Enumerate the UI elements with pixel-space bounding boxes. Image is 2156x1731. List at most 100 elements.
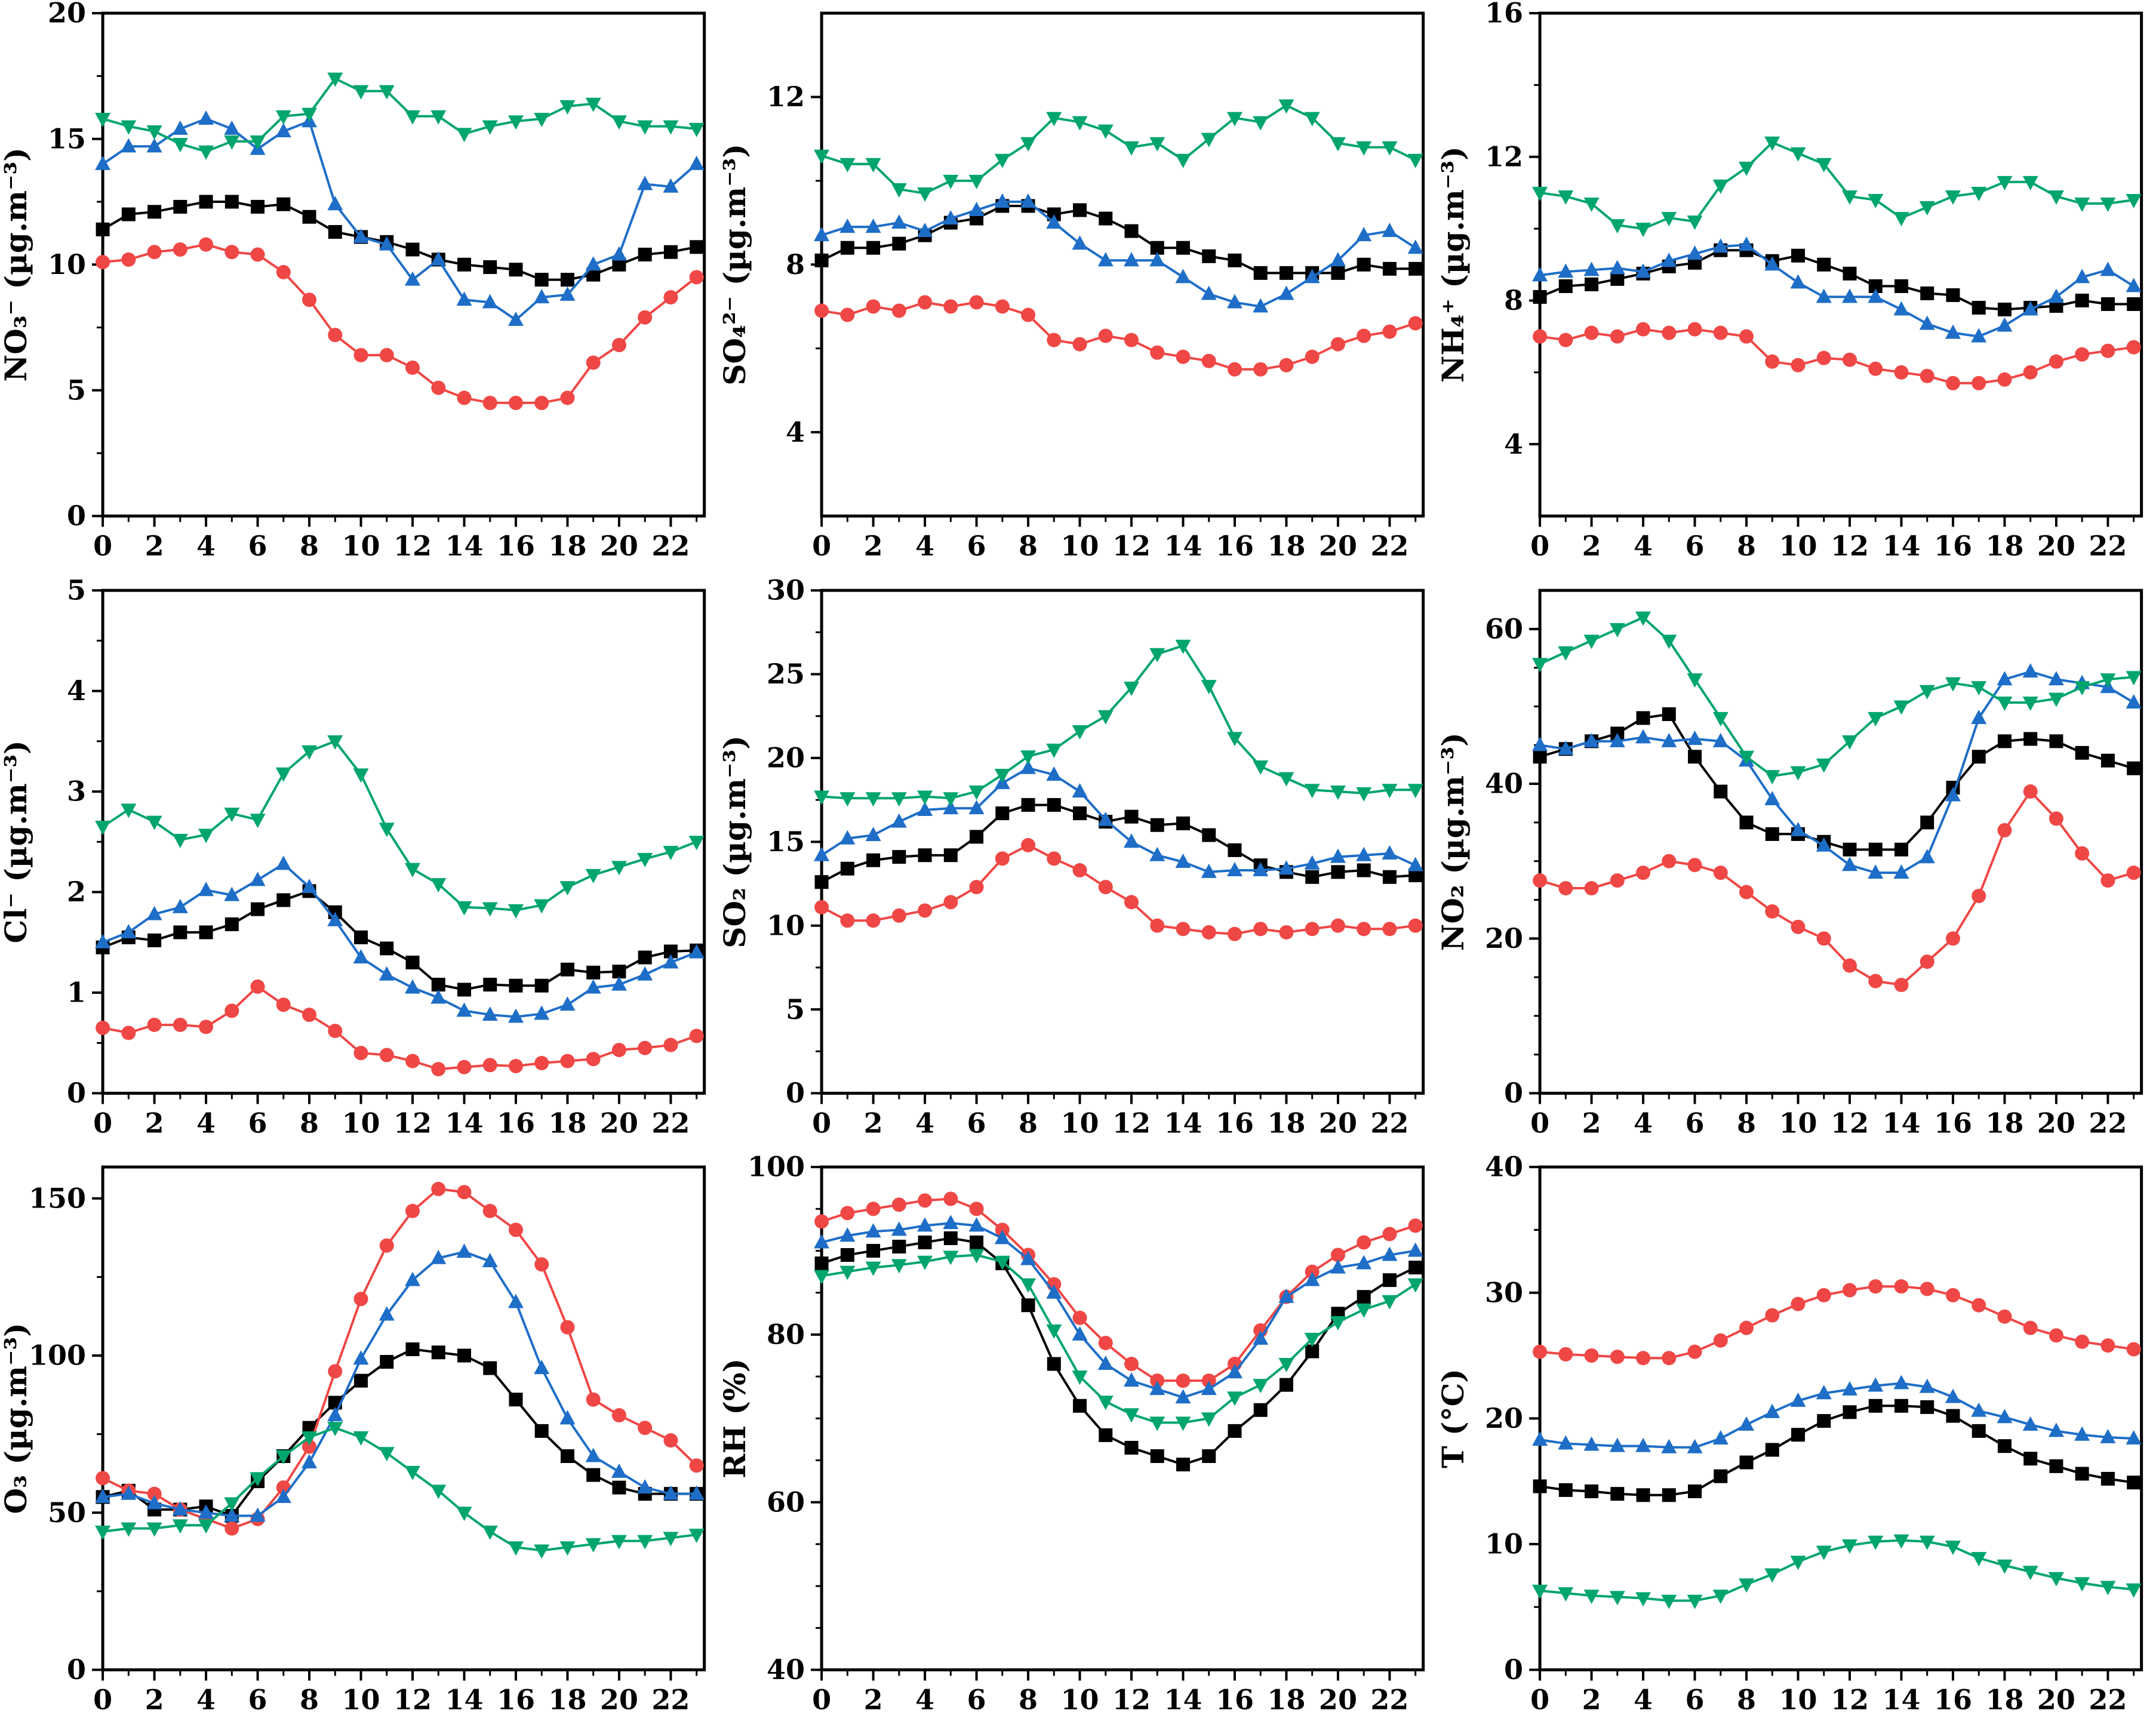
marker-triangle-down — [1790, 147, 1806, 162]
marker-triangle-up — [968, 799, 985, 814]
series-line-green-triangle-down — [821, 644, 1416, 799]
x-tick-label: 2 — [1582, 530, 1601, 562]
marker-triangle-up — [2126, 1430, 2142, 1445]
marker-square — [1021, 1298, 1035, 1313]
x-tick-label: 12 — [1112, 1684, 1151, 1716]
marker-circle — [1636, 1351, 1651, 1366]
marker-triangle-up — [839, 218, 856, 233]
x-tick-label: 2 — [145, 1684, 164, 1716]
marker-triangle-down — [456, 901, 472, 916]
marker-square — [1894, 842, 1909, 857]
marker-square — [2023, 1452, 2038, 1466]
series-line-black-square — [102, 201, 697, 281]
marker-square — [1021, 797, 1035, 812]
marker-triangle-down — [121, 803, 137, 818]
x-tick-label: 18 — [1986, 530, 2024, 562]
marker-circle — [302, 292, 317, 307]
marker-square — [509, 263, 523, 277]
marker-triangle-down — [1739, 1578, 1755, 1593]
series-line-red-circle — [820, 843, 1416, 935]
marker-triangle-down — [1382, 141, 1398, 156]
chart-panel-o3: 0 50 100 150 0 2 4 6 8 10 12 14 16 18 20 22 O₃ (µg.m⁻³) — [0, 1154, 719, 1731]
x-tick-label: 10 — [1060, 530, 1099, 562]
marker-circle — [199, 237, 214, 252]
marker-triangle-up — [1583, 1436, 1600, 1451]
marker-square — [1124, 224, 1139, 238]
marker-circle — [663, 1433, 678, 1448]
plot-frame — [1538, 1165, 2143, 1672]
series-blue-triangle-up — [95, 855, 705, 1023]
marker-triangle-down — [1945, 677, 1961, 692]
marker-circle — [353, 1292, 368, 1307]
marker-triangle-up — [968, 202, 985, 217]
marker-square — [1150, 1449, 1164, 1464]
marker-triangle-up — [1713, 732, 1729, 747]
x-tick-label: 2 — [145, 1107, 164, 1139]
marker-square — [891, 849, 906, 864]
marker-triangle-down — [1816, 158, 1832, 173]
marker-circle — [1356, 921, 1371, 937]
marker-circle — [96, 1471, 110, 1486]
marker-triangle-down — [2023, 175, 2039, 190]
marker-triangle-down — [1201, 1412, 1217, 1427]
marker-triangle-down — [1226, 731, 1242, 746]
marker-triangle-down — [430, 110, 447, 125]
marker-triangle-up — [1558, 1435, 1574, 1450]
marker-triangle-up — [942, 1215, 958, 1230]
marker-triangle-down — [2049, 1572, 2065, 1587]
x-tick-label: 6 — [248, 1107, 267, 1139]
marker-circle — [379, 1048, 394, 1062]
marker-circle — [1687, 1345, 1702, 1360]
marker-triangle-down — [891, 183, 907, 198]
marker-circle — [1046, 332, 1061, 347]
marker-circle — [1072, 1311, 1087, 1326]
marker-circle — [1817, 350, 1832, 365]
x-tick-label: 12 — [1831, 530, 1869, 562]
x-tick-label: 4 — [196, 1107, 216, 1139]
marker-triangle-down — [968, 785, 985, 800]
x-tick-label: 20 — [2037, 1684, 2075, 1716]
y-tick-label: 4 — [1504, 428, 1523, 460]
marker-square — [1714, 784, 1728, 799]
y-tick-label: 10 — [48, 248, 86, 281]
marker-triangle-down — [198, 145, 214, 160]
marker-circle — [1098, 328, 1113, 343]
marker-triangle-up — [839, 1227, 856, 1242]
marker-circle — [1868, 974, 1883, 988]
marker-triangle-down — [1997, 696, 2013, 711]
marker-triangle-down — [275, 110, 291, 125]
marker-triangle-down — [379, 85, 395, 100]
marker-square — [1279, 266, 1293, 280]
marker-square — [431, 977, 445, 991]
marker-circle — [969, 295, 984, 310]
marker-triangle-up — [1997, 1409, 2013, 1424]
y-tick-label: 0 — [786, 1077, 805, 1109]
marker-circle — [353, 1045, 368, 1060]
series-line-red-circle — [102, 985, 697, 1070]
y-axis-label-so4: SO₄²⁻ (µg.m⁻³) — [719, 144, 752, 386]
marker-square — [866, 853, 880, 867]
marker-square — [1150, 241, 1164, 255]
x-tick-label: 2 — [863, 530, 882, 562]
marker-triangle-up — [1893, 301, 1909, 316]
x-tick-label: 18 — [1986, 1684, 2024, 1716]
marker-triangle-up — [95, 934, 111, 948]
marker-circle — [1868, 361, 1883, 376]
marker-circle — [969, 1202, 984, 1216]
marker-triangle-down — [1764, 769, 1780, 784]
series-red-circle — [96, 979, 704, 1076]
marker-triangle-down — [839, 1265, 856, 1280]
marker-triangle-down — [1175, 153, 1191, 168]
marker-triangle-down — [813, 1270, 829, 1285]
x-tick-label: 4 — [1634, 530, 1653, 562]
series-green-triangle-down — [95, 1422, 705, 1559]
marker-triangle-down — [559, 1541, 576, 1556]
marker-triangle-down — [839, 791, 856, 806]
x-tick-label: 8 — [300, 1107, 319, 1139]
marker-triangle-down — [1790, 1556, 1806, 1570]
chart-panel-no3: 0 5 10 15 20 0 2 4 6 8 10 12 14 16 18 20 22 NO₃⁻ (µg.m⁻³) — [0, 0, 719, 577]
marker-triangle-up — [1201, 863, 1217, 878]
x-tick-label: 16 — [497, 1684, 535, 1716]
marker-triangle-down — [637, 1535, 653, 1550]
marker-triangle-up — [1330, 1259, 1346, 1274]
